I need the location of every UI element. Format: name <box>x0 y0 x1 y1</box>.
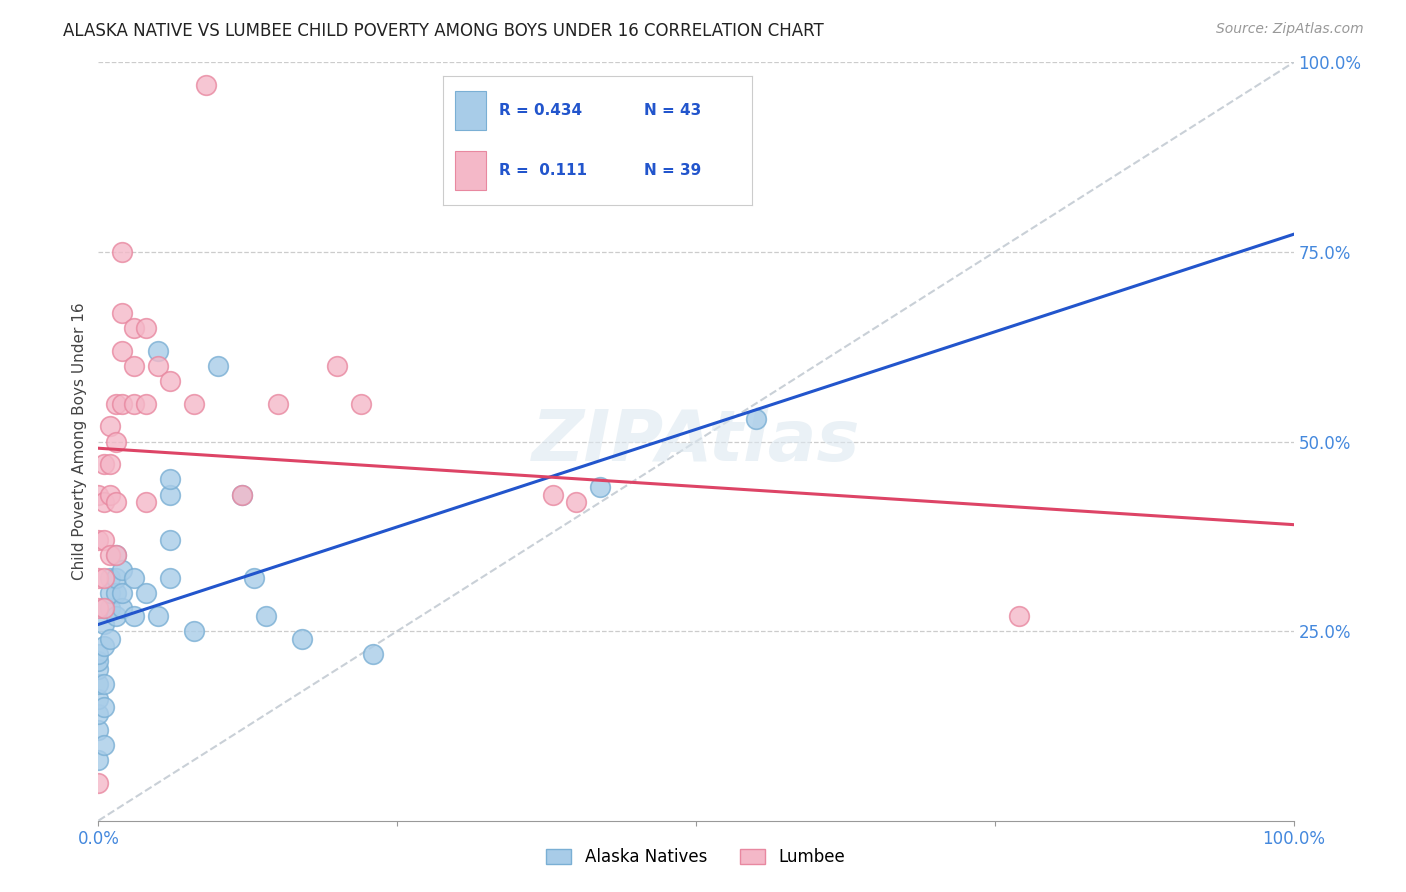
Y-axis label: Child Poverty Among Boys Under 16: Child Poverty Among Boys Under 16 <box>72 302 87 581</box>
Point <box>111 244 134 259</box>
Point <box>87 662 110 676</box>
Point <box>135 495 157 509</box>
Point <box>111 396 134 410</box>
Point <box>111 564 134 578</box>
Point <box>159 571 181 585</box>
Point <box>93 639 115 653</box>
Point <box>93 601 115 615</box>
Point <box>87 776 110 790</box>
Text: N = 43: N = 43 <box>644 103 702 119</box>
Point <box>183 624 205 639</box>
Point <box>111 586 134 600</box>
Point <box>98 601 122 615</box>
Point <box>745 412 768 426</box>
Point <box>93 533 115 548</box>
Point <box>105 548 128 563</box>
Point <box>87 601 110 615</box>
Point <box>87 647 110 661</box>
Point <box>93 699 115 714</box>
Point <box>159 533 181 548</box>
Point <box>135 396 157 410</box>
Point <box>87 707 110 722</box>
Point <box>93 495 115 509</box>
Point <box>148 608 170 623</box>
Point <box>148 359 170 373</box>
Bar <box>456 151 486 190</box>
Point <box>135 586 157 600</box>
Point <box>541 487 564 501</box>
Point <box>105 396 128 410</box>
Point <box>87 677 110 691</box>
Point <box>195 78 218 92</box>
Point <box>124 396 146 410</box>
Point <box>111 305 134 319</box>
Point <box>105 495 128 509</box>
Point <box>124 320 146 334</box>
Point <box>93 677 115 691</box>
Point <box>159 473 181 487</box>
Point <box>363 647 385 661</box>
Text: R = 0.434: R = 0.434 <box>499 103 582 119</box>
Point <box>111 601 134 615</box>
Point <box>159 487 181 501</box>
Point <box>105 608 128 623</box>
Point <box>267 396 290 410</box>
Point <box>148 343 170 358</box>
Point <box>159 374 181 388</box>
Point <box>98 458 122 472</box>
Point <box>98 419 122 434</box>
Point <box>98 548 122 563</box>
Point <box>93 458 115 472</box>
Point <box>111 343 134 358</box>
Point <box>87 533 110 548</box>
Point <box>1008 608 1031 623</box>
Bar <box>456 91 486 130</box>
Point <box>243 571 266 585</box>
Text: Source: ZipAtlas.com: Source: ZipAtlas.com <box>1216 22 1364 37</box>
Point <box>124 608 146 623</box>
Point <box>589 480 612 494</box>
Point <box>565 495 588 509</box>
Point <box>231 487 253 501</box>
Text: R =  0.111: R = 0.111 <box>499 162 586 178</box>
Point <box>87 753 110 767</box>
Point <box>105 571 128 585</box>
Point <box>93 738 115 752</box>
Legend: Alaska Natives, Lumbee: Alaska Natives, Lumbee <box>540 842 852 873</box>
Text: N = 39: N = 39 <box>644 162 702 178</box>
Point <box>105 548 128 563</box>
Point <box>87 692 110 706</box>
Point <box>105 434 128 449</box>
Point <box>183 396 205 410</box>
Point <box>291 632 314 646</box>
Point <box>98 487 122 501</box>
Point <box>326 359 349 373</box>
Point <box>87 655 110 669</box>
Text: ALASKA NATIVE VS LUMBEE CHILD POVERTY AMONG BOYS UNDER 16 CORRELATION CHART: ALASKA NATIVE VS LUMBEE CHILD POVERTY AM… <box>63 22 824 40</box>
Point <box>87 571 110 585</box>
Point <box>93 616 115 631</box>
Point <box>105 586 128 600</box>
Point <box>231 487 253 501</box>
Point <box>98 571 122 585</box>
Point <box>87 487 110 501</box>
Point <box>207 359 229 373</box>
Point <box>135 320 157 334</box>
Point <box>93 601 115 615</box>
Text: ZIPAtlas: ZIPAtlas <box>531 407 860 476</box>
Point <box>124 359 146 373</box>
Point <box>93 571 115 585</box>
Point <box>98 586 122 600</box>
Point <box>254 608 277 623</box>
Point <box>87 723 110 737</box>
Point <box>124 571 146 585</box>
Point <box>350 396 373 410</box>
Point <box>98 632 122 646</box>
